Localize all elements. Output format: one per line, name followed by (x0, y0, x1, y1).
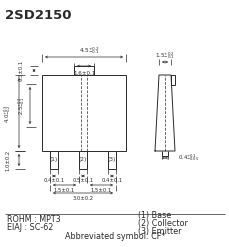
Text: (3): (3) (107, 158, 116, 163)
Text: 0.4±0.1: 0.4±0.1 (101, 179, 122, 184)
Text: 1.5±0.1: 1.5±0.1 (54, 187, 75, 192)
Bar (74, 66, 94, 75)
Text: 1.5$^{+0.2}_{-0.1}$: 1.5$^{+0.2}_{-0.1}$ (154, 51, 174, 62)
Bar (79, 151, 87, 169)
Text: 2.5$^{+0.2}_{-0.1}$: 2.5$^{+0.2}_{-0.1}$ (16, 96, 27, 115)
Text: 3.0±0.2: 3.0±0.2 (72, 195, 93, 201)
Text: 0.5±0.1: 0.5±0.1 (72, 179, 93, 184)
Text: 2SD2150: 2SD2150 (5, 9, 71, 22)
Text: 4.0$^{+0.3}_{-0.2}$: 4.0$^{+0.3}_{-0.2}$ (3, 103, 13, 123)
Text: 0.5±0.1: 0.5±0.1 (18, 60, 23, 81)
Text: (3) Emitter: (3) Emitter (137, 227, 181, 236)
Text: 1.0±0.2: 1.0±0.2 (5, 149, 11, 171)
Bar (170, 75, 174, 85)
Polygon shape (154, 75, 174, 151)
Text: 0.4$^{+0.1}_{-0.05}$: 0.4$^{+0.1}_{-0.05}$ (177, 153, 199, 164)
Text: 0.4±0.1: 0.4±0.1 (43, 179, 64, 184)
Text: 4.5$^{+0.2}_{-0.1}$: 4.5$^{+0.2}_{-0.1}$ (78, 46, 99, 56)
Text: EIAJ : SC-62: EIAJ : SC-62 (7, 223, 53, 232)
Bar (50, 151, 58, 169)
Text: 1.6±0.1: 1.6±0.1 (73, 71, 95, 76)
Text: (2): (2) (79, 158, 87, 163)
Text: Abbreviated symbol: CF*: Abbreviated symbol: CF* (65, 232, 164, 241)
Bar (42, 75, 125, 151)
Text: (2) Collector: (2) Collector (137, 219, 187, 228)
Text: ROHM : MPT3: ROHM : MPT3 (7, 215, 60, 224)
Text: 1.5±0.1: 1.5±0.1 (90, 187, 112, 192)
Bar (108, 151, 115, 169)
Text: (1): (1) (50, 158, 58, 163)
Text: (1) Base: (1) Base (137, 211, 171, 220)
